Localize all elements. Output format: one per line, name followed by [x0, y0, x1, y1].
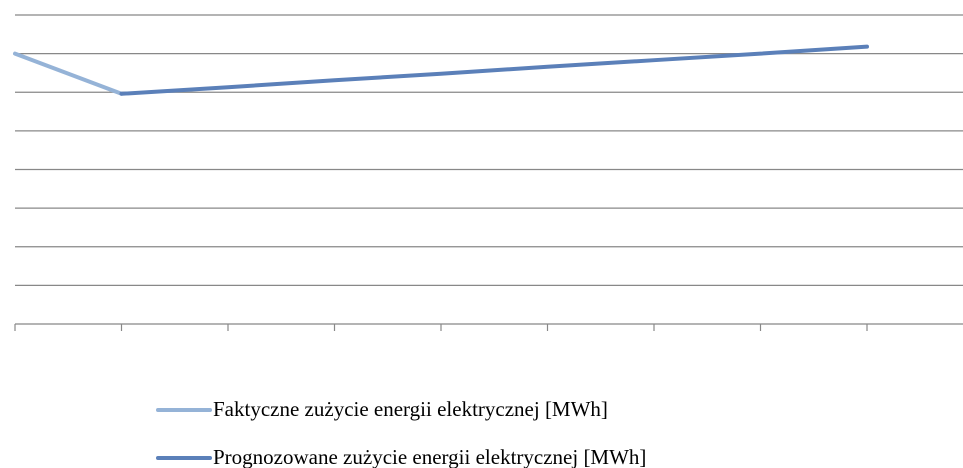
series-line	[13, 51, 124, 96]
legend-label: Prognozowane zużycie energii elektryczne…	[213, 445, 646, 468]
series-line	[119, 44, 869, 96]
legend-label: Faktyczne zużycie energii elektrycznej […	[213, 397, 608, 421]
